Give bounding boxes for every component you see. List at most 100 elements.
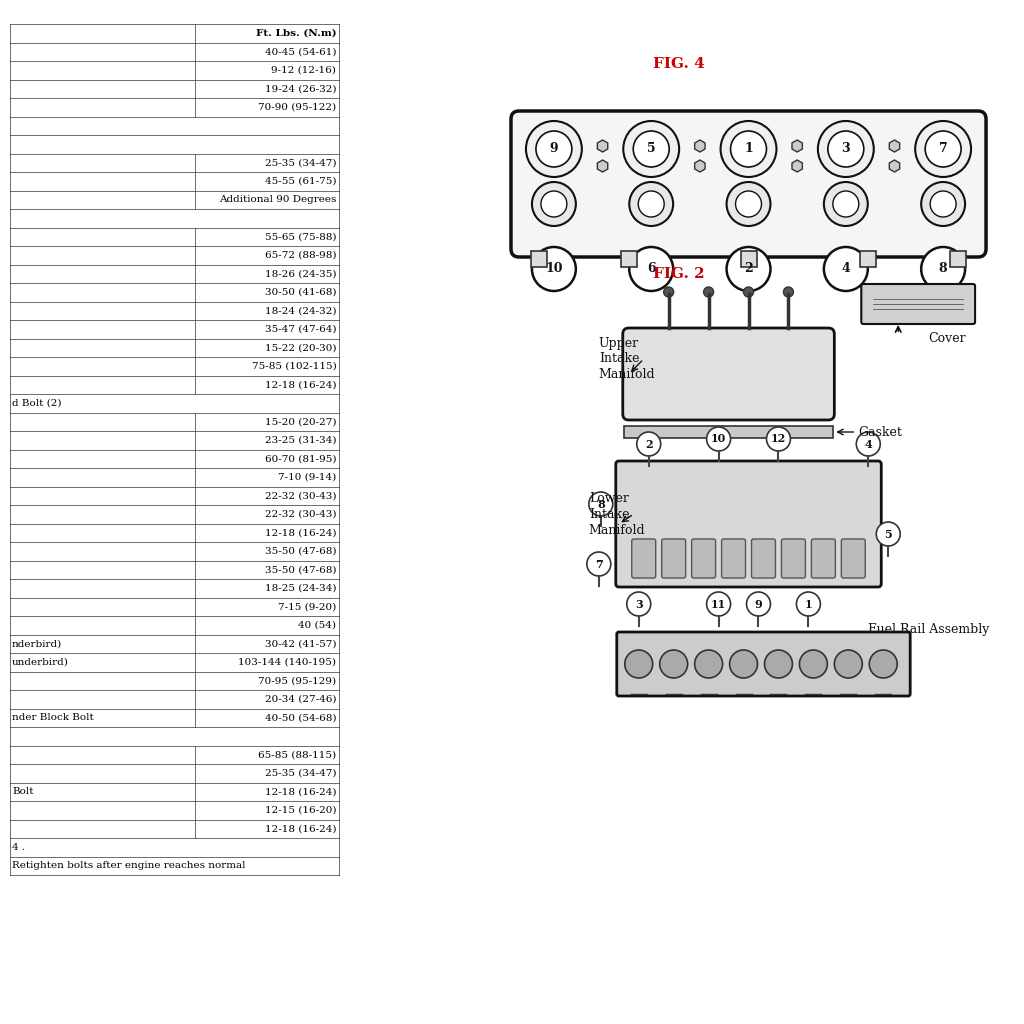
Text: Fuel Rail Assembly: Fuel Rail Assembly	[868, 623, 989, 636]
FancyBboxPatch shape	[621, 251, 637, 267]
Text: 1: 1	[805, 598, 812, 609]
Text: underbird): underbird)	[12, 657, 69, 667]
Circle shape	[915, 121, 971, 177]
Text: 12-18 (16-24): 12-18 (16-24)	[265, 824, 336, 834]
Circle shape	[783, 287, 794, 297]
Circle shape	[707, 592, 730, 616]
FancyBboxPatch shape	[691, 539, 716, 578]
Circle shape	[818, 121, 873, 177]
Text: nder Block Bolt: nder Block Bolt	[12, 714, 94, 722]
Circle shape	[835, 650, 862, 678]
Text: 19-24 (26-32): 19-24 (26-32)	[265, 84, 336, 93]
FancyBboxPatch shape	[615, 461, 882, 587]
Text: 30-50 (41-68): 30-50 (41-68)	[265, 288, 336, 297]
Text: 20-34 (27-46): 20-34 (27-46)	[265, 694, 336, 703]
FancyBboxPatch shape	[860, 251, 877, 267]
Circle shape	[630, 247, 673, 291]
Polygon shape	[792, 160, 803, 172]
Text: 4 .: 4 .	[12, 843, 26, 852]
Text: 35-50 (47-68): 35-50 (47-68)	[265, 565, 336, 574]
Circle shape	[531, 247, 575, 291]
Circle shape	[925, 131, 962, 167]
Circle shape	[536, 131, 571, 167]
Text: 9: 9	[550, 142, 558, 156]
Text: 55-65 (75-88): 55-65 (75-88)	[265, 232, 336, 242]
Polygon shape	[792, 140, 803, 152]
Text: 30-42 (41-57): 30-42 (41-57)	[265, 639, 336, 648]
Text: 9: 9	[755, 598, 763, 609]
FancyBboxPatch shape	[624, 426, 834, 438]
Text: 18-25 (24-34): 18-25 (24-34)	[265, 584, 336, 593]
Text: 8: 8	[939, 262, 947, 275]
FancyBboxPatch shape	[842, 539, 865, 578]
Text: 9-12 (12-16): 9-12 (12-16)	[271, 66, 336, 75]
Circle shape	[833, 191, 859, 217]
Text: 40-50 (54-68): 40-50 (54-68)	[265, 714, 336, 722]
Text: 23-25 (31-34): 23-25 (31-34)	[265, 436, 336, 444]
Circle shape	[824, 182, 867, 226]
Text: 7-15 (9-20): 7-15 (9-20)	[279, 602, 336, 611]
Circle shape	[869, 650, 897, 678]
Polygon shape	[889, 140, 900, 152]
Text: 65-72 (88-98): 65-72 (88-98)	[265, 251, 336, 260]
Circle shape	[694, 650, 723, 678]
Circle shape	[630, 182, 673, 226]
Text: Retighten bolts after engine reaches normal: Retighten bolts after engine reaches nor…	[12, 861, 246, 870]
Text: FIG. 4: FIG. 4	[652, 57, 705, 71]
Circle shape	[638, 191, 665, 217]
Text: Gasket: Gasket	[858, 426, 902, 438]
FancyBboxPatch shape	[950, 251, 966, 267]
Text: 70-90 (95-122): 70-90 (95-122)	[258, 102, 336, 112]
Polygon shape	[597, 160, 607, 172]
Polygon shape	[694, 160, 706, 172]
Circle shape	[856, 432, 881, 456]
FancyBboxPatch shape	[861, 284, 975, 324]
Text: FIG. 2: FIG. 2	[653, 267, 705, 281]
Circle shape	[707, 427, 730, 451]
Text: 35-47 (47-64): 35-47 (47-64)	[265, 325, 336, 334]
Text: 40 (54): 40 (54)	[298, 621, 336, 630]
Text: nderbird): nderbird)	[12, 639, 62, 648]
Text: 75-85 (102-115): 75-85 (102-115)	[252, 361, 336, 371]
Text: 18-26 (24-35): 18-26 (24-35)	[265, 269, 336, 279]
Text: 5: 5	[647, 142, 655, 156]
Text: 3: 3	[635, 598, 643, 609]
Text: 18-24 (24-32): 18-24 (24-32)	[265, 306, 336, 315]
FancyBboxPatch shape	[623, 328, 835, 420]
Circle shape	[729, 650, 758, 678]
Text: 35-50 (47-68): 35-50 (47-68)	[265, 547, 336, 556]
Text: 40-45 (54-61): 40-45 (54-61)	[265, 47, 336, 56]
Text: Lower
Intake
Manifold: Lower Intake Manifold	[589, 492, 645, 537]
Circle shape	[730, 131, 767, 167]
Circle shape	[625, 650, 652, 678]
Text: Ft. Lbs. (N.m): Ft. Lbs. (N.m)	[256, 29, 336, 38]
Text: Cover: Cover	[928, 333, 966, 345]
Circle shape	[659, 650, 688, 678]
Text: Bolt: Bolt	[12, 787, 34, 797]
FancyBboxPatch shape	[662, 539, 686, 578]
Circle shape	[922, 182, 965, 226]
FancyBboxPatch shape	[781, 539, 806, 578]
FancyBboxPatch shape	[616, 632, 910, 696]
Text: Upper
Intake
Manifold: Upper Intake Manifold	[599, 337, 655, 382]
Circle shape	[703, 287, 714, 297]
FancyBboxPatch shape	[531, 251, 547, 267]
Text: 12-18 (16-24): 12-18 (16-24)	[265, 787, 336, 797]
Text: 8: 8	[597, 499, 605, 510]
Text: 12-18 (16-24): 12-18 (16-24)	[265, 380, 336, 389]
Text: 5: 5	[885, 528, 892, 540]
FancyBboxPatch shape	[632, 539, 655, 578]
Circle shape	[930, 191, 956, 217]
Circle shape	[824, 247, 867, 291]
Text: 65-85 (88-115): 65-85 (88-115)	[258, 751, 336, 759]
Circle shape	[800, 650, 827, 678]
Text: 10: 10	[545, 262, 562, 275]
Circle shape	[765, 650, 793, 678]
Text: 12-15 (16-20): 12-15 (16-20)	[265, 806, 336, 815]
Text: 7: 7	[939, 142, 947, 156]
Circle shape	[589, 492, 612, 516]
Text: 4: 4	[864, 438, 872, 450]
Text: 1: 1	[744, 142, 753, 156]
Text: 45-55 (61-75): 45-55 (61-75)	[265, 177, 336, 185]
Circle shape	[526, 121, 582, 177]
